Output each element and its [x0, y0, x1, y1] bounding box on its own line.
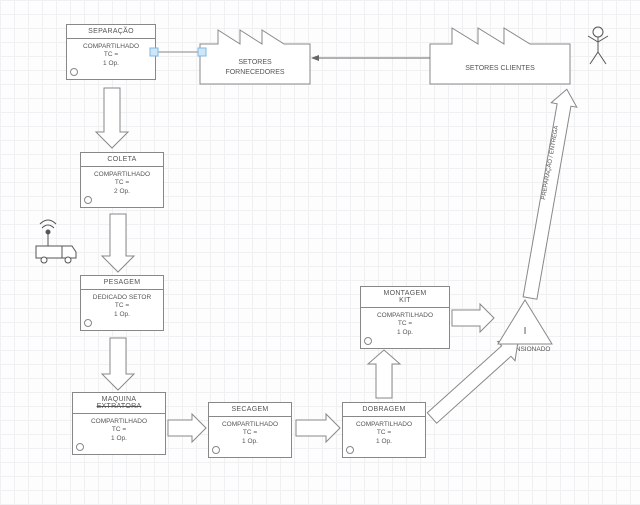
l2: TC =: [83, 179, 161, 187]
svg-text:SETORES CLIENTES: SETORES CLIENTES: [465, 65, 535, 72]
dot-icon: [346, 446, 354, 454]
box-montagem: MONTAGEM KIT COMPARTILHADO TC = 1 Op.: [360, 286, 450, 349]
box-maquina: MAQUINA EXTRATORA COMPARTILHADO TC = 1 O…: [72, 392, 166, 455]
dot-icon: [84, 196, 92, 204]
l2: TC =: [211, 429, 289, 437]
l1: COMPARTILHADO: [69, 43, 153, 51]
l2: TC =: [363, 320, 447, 328]
box-dobragem: DOBRAGEM COMPARTILHADO TC = 1 Op.: [342, 402, 426, 458]
t2: EXTRATORA: [97, 403, 142, 410]
title-pesagem: PESAGEM: [81, 276, 163, 290]
title-secagem: SECAGEM: [209, 403, 291, 417]
body-maquina: COMPARTILHADO TC = 1 Op.: [73, 414, 165, 454]
dot-icon: [76, 443, 84, 451]
box-pesagem: PESAGEM DEDICADO SETOR TC = 1 Op.: [80, 275, 164, 331]
l2: TC =: [83, 302, 161, 310]
box-secagem: SECAGEM COMPARTILHADO TC = 1 Op.: [208, 402, 292, 458]
l1: COMPARTILHADO: [75, 418, 163, 426]
l2: TC =: [345, 429, 423, 437]
title-coleta: COLETA: [81, 153, 163, 167]
l1: COMPARTILHADO: [211, 421, 289, 429]
box-coleta: COLETA COMPARTILHADO TC = 2 Op.: [80, 152, 164, 208]
port-icon: [198, 48, 206, 56]
body-montagem: COMPARTILHADO TC = 1 Op.: [361, 308, 449, 348]
l1: COMPARTILHADO: [345, 421, 423, 429]
block-arrow-down-icon: [96, 88, 128, 148]
factory-fornecedores-icon: SETORES FORNECEDORES: [200, 30, 310, 84]
block-arrow-right-icon: [168, 414, 206, 442]
l3: 1 Op.: [345, 438, 423, 446]
dot-icon: [364, 337, 372, 345]
t2: KIT: [399, 297, 411, 304]
title-maquina: MAQUINA EXTRATORA: [73, 393, 165, 414]
l3: 1 Op.: [363, 329, 447, 337]
body-separacao: COMPARTILHADO TC = 1 Op.: [67, 39, 155, 79]
title-dobragem: DOBRAGEM: [343, 403, 425, 417]
block-arrow-right-icon: [296, 414, 340, 442]
l1: COMPARTILHADO: [363, 312, 447, 320]
body-pesagem: DEDICADO SETOR TC = 1 Op.: [81, 290, 163, 330]
triangle-label: DIMENSIONADO: [494, 346, 556, 353]
truck-icon: [36, 220, 76, 263]
factory-clientes-icon: SETORES CLIENTES: [430, 28, 570, 84]
body-dobragem: COMPARTILHADO TC = 1 Op.: [343, 417, 425, 457]
block-arrow-up-icon: [368, 350, 400, 398]
stick-figure-icon: [588, 27, 608, 64]
svg-text:I: I: [524, 326, 527, 337]
dot-icon: [84, 319, 92, 327]
l2: TC =: [69, 51, 153, 59]
dot-icon: [70, 68, 78, 76]
l1: DEDICADO SETOR: [83, 294, 161, 302]
l1: COMPARTILHADO: [83, 171, 161, 179]
l2: TC =: [75, 426, 163, 434]
l3: 2 Op.: [83, 188, 161, 196]
title-separacao: SEPARAÇÃO: [67, 25, 155, 39]
l3: 1 Op.: [83, 311, 161, 319]
block-arrow-down-icon: [102, 338, 134, 390]
block-arrow-diag-long-icon: [517, 87, 579, 300]
box-separacao: SEPARAÇÃO COMPARTILHADO TC = 1 Op.: [66, 24, 156, 80]
diag-label-text: PREPARAÇÃO / ENTREGA: [540, 125, 560, 200]
l3: 1 Op.: [69, 60, 153, 68]
svg-text:SETORES: SETORES: [238, 59, 272, 66]
body-coleta: COMPARTILHADO TC = 2 Op.: [81, 167, 163, 207]
body-secagem: COMPARTILHADO TC = 1 Op.: [209, 417, 291, 457]
block-arrow-right-icon: [452, 304, 494, 332]
l3: 1 Op.: [75, 435, 163, 443]
l3: 1 Op.: [211, 438, 289, 446]
t1: MAQUINA: [102, 396, 137, 403]
t1: MONTAGEM: [383, 290, 426, 297]
svg-text:FORNECEDORES: FORNECEDORES: [225, 69, 284, 76]
dot-icon: [212, 446, 220, 454]
triangle-icon: I: [498, 300, 552, 344]
block-arrow-down-icon: [102, 214, 134, 272]
title-montagem: MONTAGEM KIT: [361, 287, 449, 308]
